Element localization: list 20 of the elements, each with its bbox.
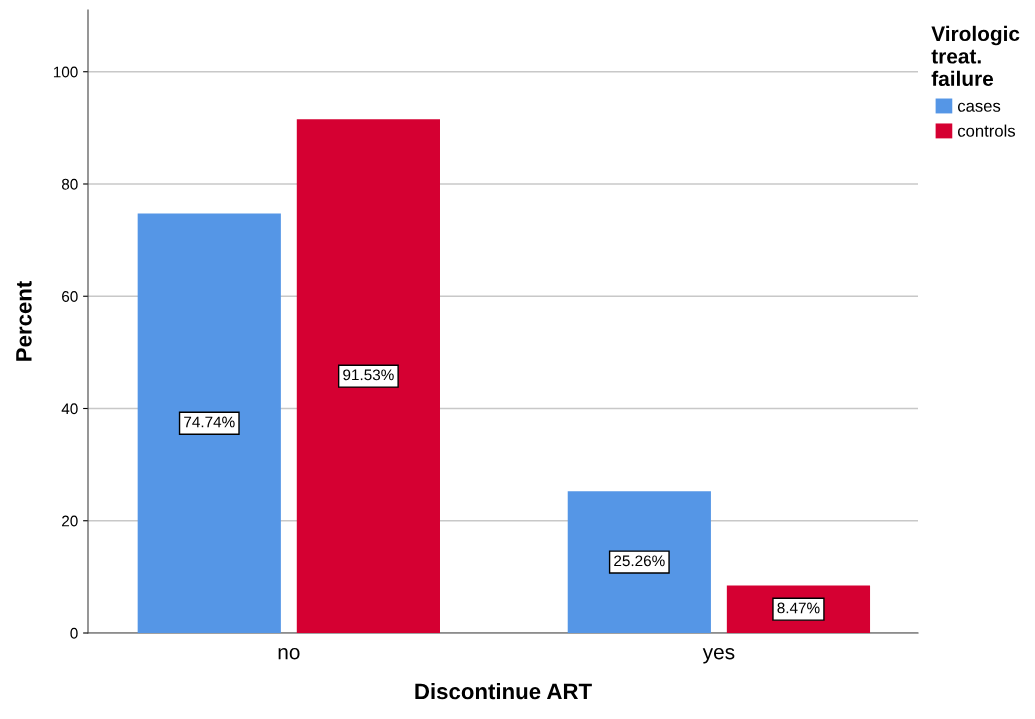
legend-label: controls [957, 124, 1016, 137]
y-tick-label: 80 [61, 178, 78, 190]
y-tick-label: 0 [70, 627, 78, 639]
data-label: 25.26% [614, 555, 665, 567]
y-tick-label: 60 [62, 291, 78, 302]
legend-label: cases [957, 102, 1001, 112]
bar [137, 213, 281, 633]
y-tick-label: 100 [53, 66, 78, 78]
y-axis-title: Percent [16, 281, 32, 361]
x-tick-label: yes [702, 648, 735, 664]
legend-title: Virologic treat. failure [931, 25, 1020, 87]
data-label: 74.74% [184, 416, 235, 428]
bar [567, 491, 711, 633]
x-tick-label: no [278, 648, 300, 660]
y-tick-label: 20 [62, 515, 78, 527]
data-label: 91.53% [343, 369, 394, 381]
x-axis-title: Discontinue ART [415, 682, 592, 700]
bar [296, 119, 440, 633]
y-tick-label: 40 [61, 403, 78, 415]
data-label: 8.47% [777, 602, 820, 614]
